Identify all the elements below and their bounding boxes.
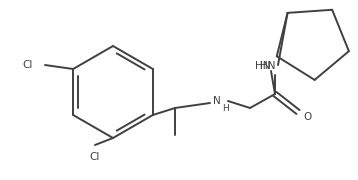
- Text: Cl: Cl: [90, 152, 100, 162]
- Text: HN: HN: [255, 61, 271, 71]
- Text: Cl: Cl: [23, 60, 33, 70]
- Text: O: O: [304, 112, 312, 122]
- Text: N: N: [213, 96, 221, 106]
- Text: HN: HN: [260, 61, 276, 71]
- Text: H: H: [223, 105, 229, 114]
